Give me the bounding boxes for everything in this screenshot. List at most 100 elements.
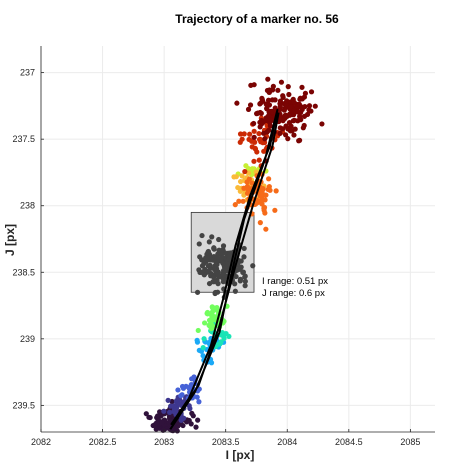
data-point: [206, 239, 212, 245]
data-point: [249, 144, 255, 150]
data-point: [201, 336, 207, 342]
x-tick-label: 2084: [277, 437, 297, 447]
data-point: [196, 241, 202, 247]
data-point: [176, 401, 182, 407]
data-point: [215, 271, 221, 277]
data-point: [209, 257, 216, 263]
data-point: [263, 192, 269, 198]
data-point: [256, 157, 262, 163]
data-point: [296, 101, 302, 107]
data-point: [240, 198, 246, 204]
data-point: [241, 245, 247, 252]
data-point: [217, 249, 223, 255]
data-point: [285, 84, 291, 90]
data-point: [269, 97, 276, 103]
data-point: [299, 96, 305, 102]
data-point: [266, 127, 272, 133]
data-point: [277, 98, 284, 104]
data-point: [242, 278, 248, 284]
data-point: [212, 290, 218, 297]
y-tick-label: 239: [20, 334, 35, 344]
data-point: [280, 126, 286, 132]
data-point: [251, 158, 257, 164]
data-point: [251, 82, 257, 88]
data-point: [239, 173, 245, 179]
data-point: [260, 186, 266, 192]
data-point: [205, 263, 211, 269]
data-point: [220, 279, 226, 285]
data-point: [191, 374, 197, 380]
data-point: [242, 273, 248, 279]
data-point: [306, 103, 313, 109]
data-point: [292, 126, 298, 132]
data-point: [209, 314, 215, 320]
data-point: [237, 178, 244, 185]
data-point: [297, 113, 303, 119]
data-point: [143, 411, 149, 417]
data-point: [266, 87, 273, 93]
x-tick-label: 2083: [154, 437, 174, 447]
data-point: [175, 387, 181, 393]
data-point: [241, 131, 247, 137]
x-tick-label: 2082.5: [89, 437, 117, 447]
data-point: [237, 278, 243, 284]
data-point: [245, 106, 252, 112]
data-point: [208, 273, 214, 279]
data-point: [272, 207, 278, 213]
data-point: [265, 97, 272, 103]
y-tick-label: 238: [20, 201, 35, 211]
data-point: [288, 123, 294, 129]
y-tick-label: 237.5: [12, 134, 35, 144]
data-point: [242, 283, 248, 289]
data-point: [263, 101, 269, 107]
data-point: [262, 136, 268, 142]
data-point: [211, 245, 217, 252]
data-point: [178, 417, 184, 423]
data-point: [199, 232, 205, 239]
data-point: [263, 117, 269, 124]
data-point: [237, 131, 244, 137]
data-point: [247, 102, 254, 108]
data-point: [252, 139, 258, 145]
data-point: [259, 197, 265, 203]
trajectory-line-layer: [169, 108, 280, 430]
data-point: [285, 136, 291, 142]
data-point: [282, 113, 288, 119]
data-point: [296, 138, 302, 144]
data-point: [209, 234, 215, 240]
data-point: [287, 104, 293, 110]
data-point: [173, 406, 179, 413]
data-point: [205, 311, 211, 317]
data-point: [241, 254, 247, 260]
data-point: [267, 123, 273, 129]
data-point: [202, 266, 208, 272]
data-point: [298, 109, 304, 115]
y-tick-label: 237: [20, 68, 35, 78]
data-point: [241, 185, 247, 191]
data-point: [233, 174, 239, 180]
data-point: [286, 91, 292, 98]
data-point: [200, 353, 206, 359]
data-point: [226, 333, 232, 340]
x-tick-label: 2084.5: [335, 437, 363, 447]
data-point: [186, 417, 192, 424]
data-point: [280, 94, 286, 101]
data-point: [267, 117, 274, 123]
data-point: [217, 341, 223, 347]
data-point: [208, 360, 215, 366]
data-point: [242, 168, 248, 175]
data-point: [154, 413, 161, 419]
data-point: [201, 260, 207, 267]
data-point: [234, 100, 240, 106]
data-point: [277, 130, 283, 136]
data-point: [200, 345, 206, 351]
y-tick-label: 238.5: [12, 267, 35, 277]
data-point: [244, 179, 250, 185]
data-point: [257, 124, 263, 130]
data-point: [159, 419, 165, 426]
data-point: [255, 110, 261, 116]
data-point: [265, 186, 271, 192]
data-point: [218, 255, 224, 261]
y-tick-labels: 237 237.5 238 238.5 239 239.5: [12, 68, 35, 411]
data-point: [246, 136, 252, 143]
